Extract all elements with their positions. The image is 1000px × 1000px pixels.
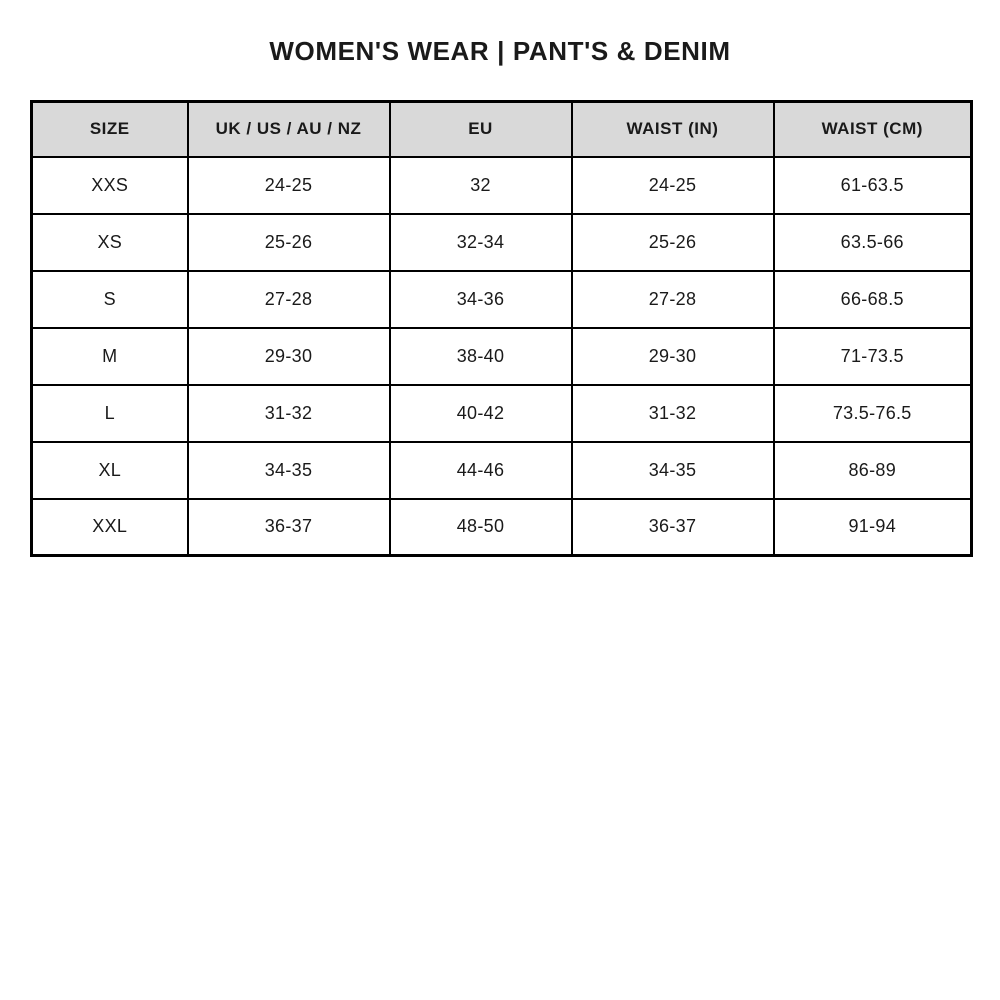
cell-waist-in: 25-26 bbox=[570, 212, 775, 272]
cell-waist-cm: 71-73.5 bbox=[772, 326, 973, 386]
cell-waist-in: 36-37 bbox=[570, 497, 775, 557]
header-row: SIZE UK / US / AU / NZ EU WAIST (IN) WAI… bbox=[30, 100, 973, 158]
cell-eu: 44-46 bbox=[388, 440, 573, 500]
header-cell-waist-cm: WAIST (CM) bbox=[772, 100, 973, 158]
cell-size: XXL bbox=[30, 497, 189, 557]
header-cell-size: SIZE bbox=[30, 100, 189, 158]
cell-waist-cm: 86-89 bbox=[772, 440, 973, 500]
cell-size: L bbox=[30, 383, 189, 443]
cell-size: XXS bbox=[30, 155, 189, 215]
cell-uk-us-au-nz: 36-37 bbox=[186, 497, 391, 557]
cell-size: XS bbox=[30, 212, 189, 272]
size-chart-table: SIZE UK / US / AU / NZ EU WAIST (IN) WAI… bbox=[30, 100, 973, 557]
cell-waist-in: 34-35 bbox=[570, 440, 775, 500]
cell-waist-in: 27-28 bbox=[570, 269, 775, 329]
cell-uk-us-au-nz: 34-35 bbox=[186, 440, 391, 500]
cell-uk-us-au-nz: 24-25 bbox=[186, 155, 391, 215]
cell-uk-us-au-nz: 29-30 bbox=[186, 326, 391, 386]
table-row-s: S 27-28 34-36 27-28 66-68.5 bbox=[30, 269, 973, 329]
table-row-l: L 31-32 40-42 31-32 73.5-76.5 bbox=[30, 383, 973, 443]
cell-size: M bbox=[30, 326, 189, 386]
cell-uk-us-au-nz: 25-26 bbox=[186, 212, 391, 272]
cell-eu: 40-42 bbox=[388, 383, 573, 443]
cell-waist-in: 29-30 bbox=[570, 326, 775, 386]
cell-waist-cm: 66-68.5 bbox=[772, 269, 973, 329]
header-cell-waist-in: WAIST (IN) bbox=[570, 100, 775, 158]
table-row-m: M 29-30 38-40 29-30 71-73.5 bbox=[30, 326, 973, 386]
header-cell-eu: EU bbox=[388, 100, 573, 158]
cell-eu: 34-36 bbox=[388, 269, 573, 329]
page-title: WOMEN'S WEAR | PANT'S & DENIM bbox=[269, 36, 731, 66]
cell-waist-cm: 61-63.5 bbox=[772, 155, 973, 215]
table-row-xxl: XXL 36-37 48-50 36-37 91-94 bbox=[30, 497, 973, 557]
cell-eu: 32 bbox=[388, 155, 573, 215]
cell-eu: 38-40 bbox=[388, 326, 573, 386]
cell-waist-in: 24-25 bbox=[570, 155, 775, 215]
table-row-xxs: XXS 24-25 32 24-25 61-63.5 bbox=[30, 155, 973, 215]
cell-waist-cm: 63.5-66 bbox=[772, 212, 973, 272]
table-row-xl: XL 34-35 44-46 34-35 86-89 bbox=[30, 440, 973, 500]
header-cell-uk-us-au-nz: UK / US / AU / NZ bbox=[186, 100, 391, 158]
cell-waist-cm: 73.5-76.5 bbox=[772, 383, 973, 443]
cell-uk-us-au-nz: 31-32 bbox=[186, 383, 391, 443]
cell-waist-in: 31-32 bbox=[570, 383, 775, 443]
cell-size: S bbox=[30, 269, 189, 329]
cell-waist-cm: 91-94 bbox=[772, 497, 973, 557]
cell-eu: 48-50 bbox=[388, 497, 573, 557]
cell-uk-us-au-nz: 27-28 bbox=[186, 269, 391, 329]
cell-size: XL bbox=[30, 440, 189, 500]
table-row-xs: XS 25-26 32-34 25-26 63.5-66 bbox=[30, 212, 973, 272]
cell-eu: 32-34 bbox=[388, 212, 573, 272]
